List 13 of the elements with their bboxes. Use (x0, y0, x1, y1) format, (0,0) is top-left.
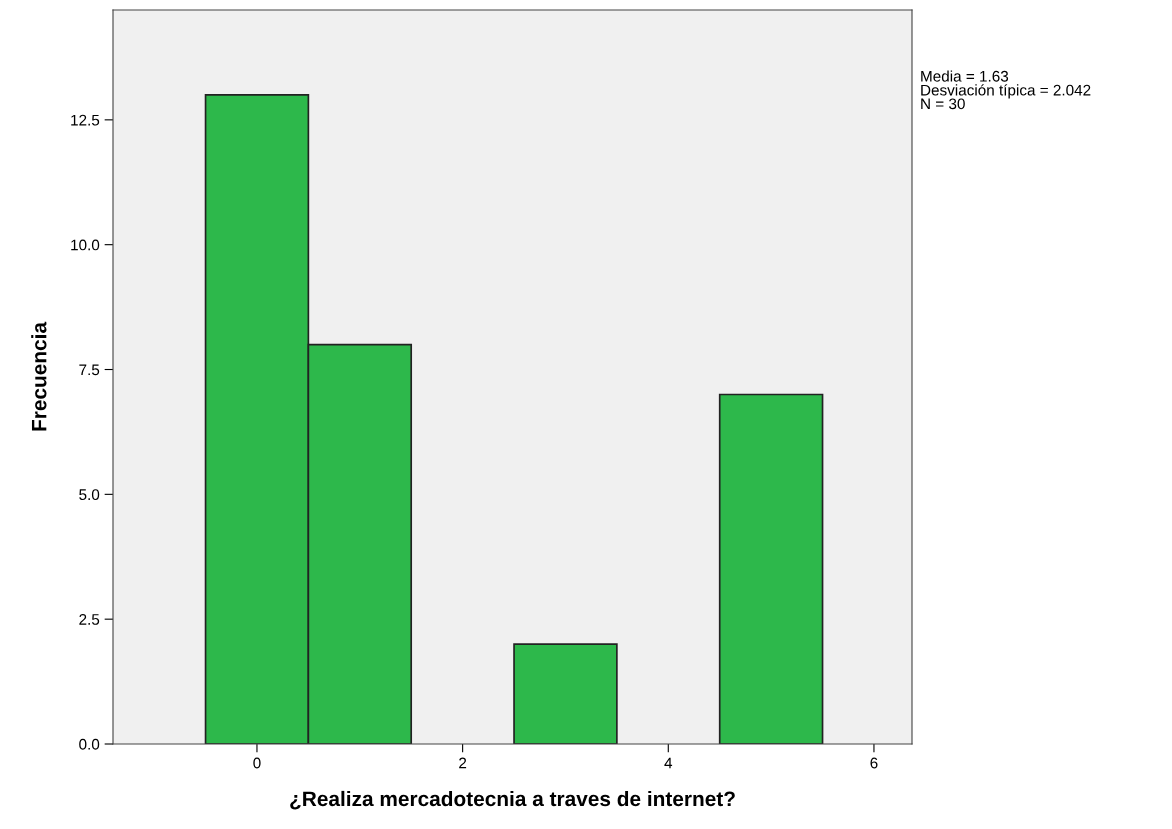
y-tick-label: 10.0 (71, 239, 100, 251)
x-tick-label: 0 (253, 757, 261, 769)
text: Media = 1.63 Desviación típica = 2.042 N = 30 (921, 70, 1091, 110)
x-axis-title: ¿Realiza mercadotecnia a traves de internet? (290, 790, 735, 810)
y-tick-label: 12.5 (71, 114, 100, 126)
y-tick-label: 7.5 (79, 364, 100, 376)
y-tick-label: 2.5 (79, 614, 100, 625)
x-tick-label: 6 (870, 757, 878, 769)
y-axis-title: Frecuencia (31, 321, 47, 431)
y-tick-label: 0.0 (79, 738, 100, 750)
y-tick-label: 5.0 (79, 489, 100, 501)
x-tick-label: 4 (664, 757, 673, 769)
x-tick-label: 2 (459, 757, 467, 769)
